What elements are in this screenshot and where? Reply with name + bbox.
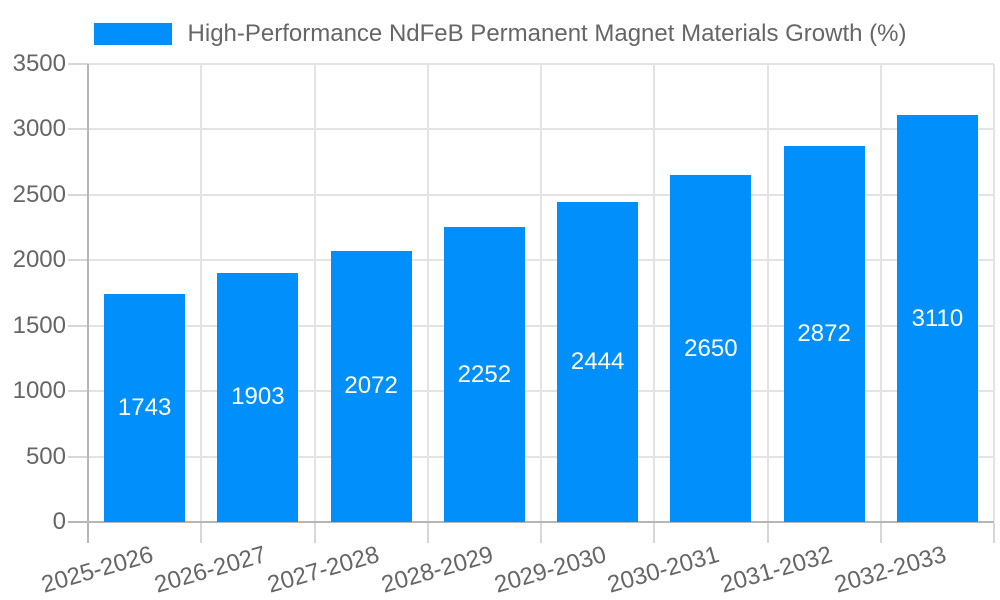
x-axis-tick	[653, 523, 656, 543]
x-axis-tick	[766, 523, 769, 543]
x-axis-tick	[87, 523, 89, 543]
bar-value-label: 2444	[570, 348, 625, 376]
x-gridline	[993, 64, 995, 522]
x-axis-tick	[540, 523, 542, 543]
y-axis-tick-label: 0	[52, 508, 66, 535]
bar-value-label: 2872	[797, 320, 851, 348]
x-axis-tick	[426, 523, 429, 543]
bar-value-label: 2650	[684, 334, 738, 362]
x-axis-category-label: 2026-2027	[151, 541, 270, 599]
x-axis-tick	[313, 523, 316, 543]
bar[interactable]: 2872	[783, 146, 865, 522]
bar[interactable]: 2072	[330, 250, 412, 522]
x-axis-category-label: 2031-2032	[717, 541, 836, 599]
y-axis-tick	[68, 193, 88, 196]
bar-value-label: 1743	[117, 393, 172, 421]
x-gridline	[879, 64, 882, 522]
y-axis-tick-label: 3500	[12, 50, 66, 77]
y-axis-tick	[68, 521, 88, 523]
y-axis-tick	[68, 324, 88, 327]
y-axis-line	[87, 64, 89, 523]
x-axis-category-label: 2032-2033	[831, 541, 949, 599]
bar-value-label: 1903	[231, 383, 285, 411]
x-gridline	[653, 64, 656, 522]
y-axis-tick-label: 2000	[12, 246, 66, 274]
bar[interactable]: 2444	[557, 202, 639, 522]
x-axis-tick	[993, 523, 995, 543]
x-axis-category-label: 2027-2028	[264, 541, 383, 599]
y-axis-tick-label: 1000	[12, 377, 66, 405]
bar[interactable]: 3110	[896, 115, 978, 522]
x-gridline	[426, 64, 429, 522]
x-gridline	[540, 64, 542, 522]
y-axis-tick	[68, 455, 88, 458]
legend-label: High-Performance NdFeB Permanent Magnet …	[187, 20, 907, 47]
y-axis-tick	[68, 63, 88, 65]
x-axis-tick	[200, 523, 203, 543]
legend-swatch	[93, 23, 172, 45]
legend[interactable]: High-Performance NdFeB Permanent Magnet …	[0, 20, 1000, 48]
bar-value-label: 2252	[457, 360, 512, 388]
y-axis-tick	[68, 390, 88, 393]
y-axis-tick-label: 1500	[12, 311, 66, 339]
x-gridline	[766, 64, 769, 522]
y-axis-tick	[68, 128, 88, 131]
x-axis-line	[88, 521, 994, 523]
bar-value-label: 3110	[911, 304, 964, 332]
x-axis-category-label: 2025-2026	[38, 541, 157, 599]
x-gridline	[313, 64, 316, 522]
y-axis-tick	[68, 259, 88, 262]
y-axis-tick-label: 2500	[12, 180, 66, 208]
bar-value-label: 2072	[344, 372, 398, 400]
bar[interactable]: 1903	[217, 272, 299, 522]
x-axis-category-label: 2030-2031	[604, 541, 723, 599]
x-gridline	[200, 64, 203, 522]
x-axis-tick	[879, 523, 882, 543]
bar[interactable]: 2252	[443, 227, 525, 522]
bar[interactable]: 2650	[670, 175, 752, 522]
x-axis-category-label: 2029-2030	[491, 541, 610, 599]
y-axis-tick-label: 500	[25, 442, 66, 470]
x-axis-category-label: 2028-2029	[378, 541, 496, 599]
y-axis-tick-label: 3000	[12, 115, 66, 143]
bar[interactable]: 1743	[104, 293, 186, 522]
